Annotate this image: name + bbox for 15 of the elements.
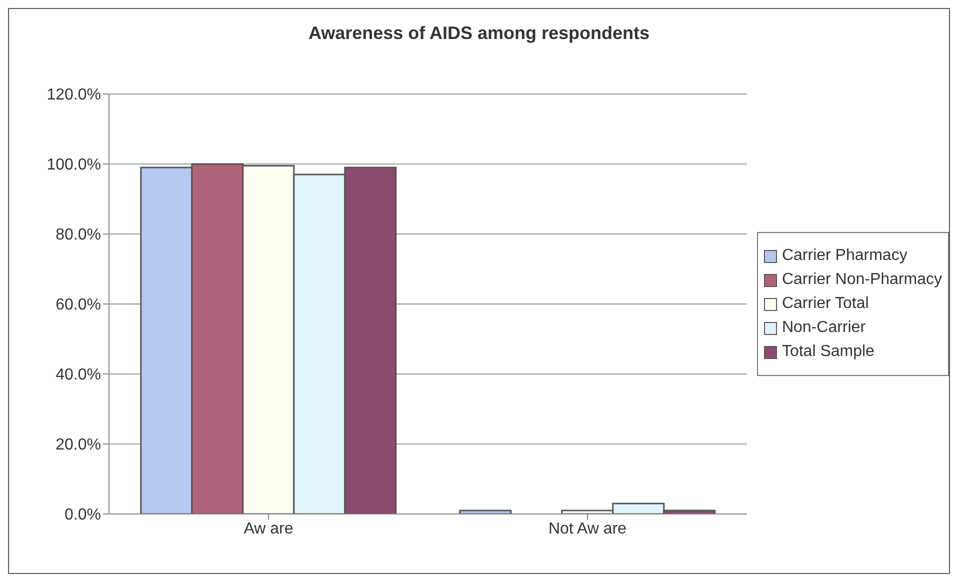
y-tick-label: 60.0% — [56, 296, 101, 314]
y-tick-label: 0.0% — [64, 506, 101, 524]
chart-title: Awareness of AIDS among respondents — [307, 23, 651, 44]
x-tick-label: Not Aw are — [548, 520, 627, 538]
legend-label: Total Sample — [782, 343, 874, 361]
y-tick-label: 100.0% — [46, 156, 101, 174]
x-tick-label: Aw are — [244, 520, 294, 538]
legend-label: Carrier Non-Pharmacy — [782, 271, 942, 289]
y-tick-label: 80.0% — [56, 226, 101, 244]
legend-label: Carrier Total — [782, 295, 869, 313]
y-tick-label: 40.0% — [56, 366, 101, 384]
y-tick-label: 20.0% — [56, 436, 101, 454]
legend-label: Carrier Pharmacy — [782, 247, 908, 265]
y-tick-label: 120.0% — [46, 86, 101, 104]
legend-label: Non-Carrier — [782, 319, 866, 337]
